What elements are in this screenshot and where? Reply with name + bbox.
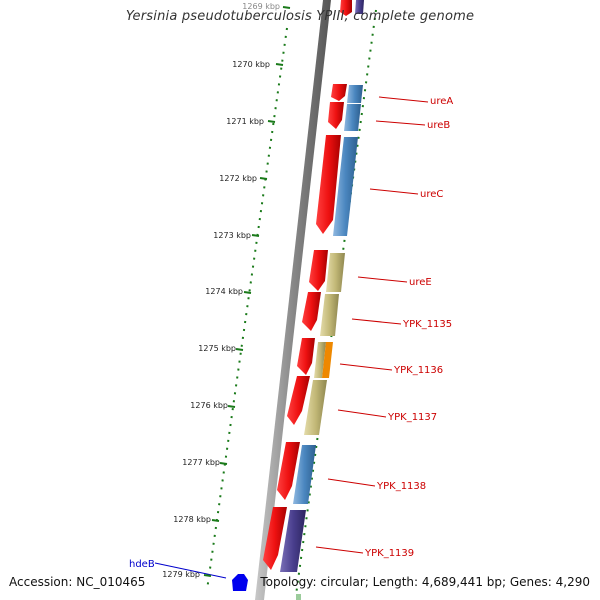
feature-YPK_1139[interactable] (263, 507, 306, 572)
genome-title: Yersinia pseudotuberculosis YPIII, compl… (125, 9, 475, 24)
feature-ureB[interactable] (328, 102, 361, 131)
ureA-cds-arrow[interactable] (331, 84, 347, 101)
top-feature-purple (355, 0, 364, 14)
ureE-cds-arrow[interactable] (309, 250, 328, 291)
genome-backbone (255, 0, 331, 600)
gene-label-ureE[interactable]: ureE (409, 277, 432, 288)
tick-label-1274: 1274 kbp (205, 287, 243, 296)
tick-label-1278: 1278 kbp (173, 515, 211, 524)
gene-label-hdeB[interactable]: hdeB (129, 559, 155, 570)
YPK_1136-gene-bar-orange[interactable] (322, 342, 333, 378)
top-feature-red (340, 0, 352, 16)
ureA-gene-bar[interactable] (347, 85, 363, 103)
YPK_1135-cds-arrow[interactable] (302, 292, 321, 331)
feature-YPK_1138[interactable] (277, 442, 316, 504)
gene-label-ureB[interactable]: ureB (427, 120, 450, 131)
tick-label-1273: 1273 kbp (213, 231, 251, 240)
YPK_1139-cds-arrow[interactable] (263, 507, 287, 570)
YPK_1137-cds-arrow[interactable] (287, 376, 310, 425)
gene-label-YPK_1139[interactable]: YPK_1139 (364, 548, 414, 559)
topology-text: Topology: circular; Length: 4,689,441 bp… (260, 575, 590, 589)
feature-YPK_1136[interactable] (297, 338, 333, 378)
tick-label-1277: 1277 kbp (182, 458, 220, 467)
YPK_1139-gene-bar[interactable] (280, 510, 306, 572)
feature-YPK_1137[interactable] (287, 376, 327, 435)
YPK_1136-cds-arrow[interactable] (297, 338, 315, 375)
gene-label-YPK_1135[interactable]: YPK_1135 (402, 319, 452, 330)
hdeB-leader-line (154, 562, 227, 579)
ureB-gene-bar[interactable] (344, 104, 361, 131)
YPK_1138-cds-arrow[interactable] (277, 442, 300, 500)
feature-ureA[interactable] (331, 84, 363, 103)
feature-hdeB[interactable] (232, 574, 248, 591)
gene-label-YPK_1138[interactable]: YPK_1138 (376, 481, 426, 492)
accession-text: Accession: NC_010465 (9, 575, 146, 589)
YPK_1137-gene-bar[interactable] (304, 380, 327, 435)
feature-YPK_1135[interactable] (302, 292, 339, 336)
tick-label-1270: 1270 kbp (232, 60, 270, 69)
YPK_1135-gene-bar[interactable] (320, 294, 339, 336)
feature-ureC[interactable] (316, 135, 358, 236)
tick-label-1279: 1279 kbp (162, 570, 200, 579)
ureC-gene-bar[interactable] (333, 137, 358, 236)
tick-label-1272: 1272 kbp (219, 174, 257, 183)
ureB-cds-arrow[interactable] (328, 102, 344, 129)
feature-ureE[interactable] (309, 250, 345, 292)
hdeB-cds-arrow[interactable] (232, 574, 248, 591)
ureC-cds-arrow[interactable] (316, 135, 341, 234)
YPK_1138-gene-bar[interactable] (293, 445, 316, 504)
ureE-gene-bar[interactable] (326, 253, 345, 292)
gene-label-YPK_1137[interactable]: YPK_1137 (387, 412, 437, 423)
inner-guide-circle (206, 27, 288, 591)
tick-label-1275: 1275 kbp (198, 344, 236, 353)
gene-label-ureA[interactable]: ureA (430, 96, 453, 107)
tick-label-1276: 1276 kbp (190, 401, 228, 410)
gene-label-YPK_1136[interactable]: YPK_1136 (393, 365, 443, 376)
gene-label-ureC[interactable]: ureC (420, 189, 443, 200)
gene-leader-lines (315, 96, 429, 554)
bottom-feature-stub (296, 594, 301, 600)
kbp-ticks (203, 6, 291, 577)
tick-label-1269: 1269 kbp (242, 2, 280, 11)
tick-label-1271: 1271 kbp (226, 117, 264, 126)
